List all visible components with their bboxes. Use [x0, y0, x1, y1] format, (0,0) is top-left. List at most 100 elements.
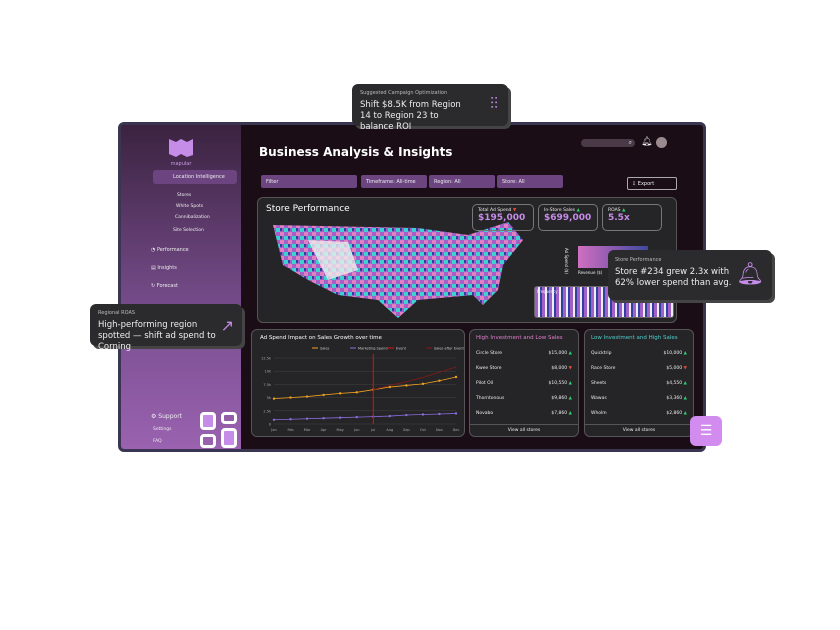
- x-tick-label: Jul: [370, 428, 375, 432]
- sidebar-item-stores[interactable]: Stores: [177, 193, 192, 198]
- trend-up-icon: ▲: [568, 351, 572, 356]
- store-performance-panel: Store Performance Total Ad Spend ▼ $195,0…: [257, 197, 677, 323]
- store-row[interactable]: Race Store $5,000 ▼: [591, 361, 687, 376]
- data-point: [388, 385, 392, 389]
- store-value: $9,860: [551, 396, 568, 401]
- trend-up-icon: ▲: [621, 208, 626, 213]
- notifications-bell-icon[interactable]: 🔔︎: [641, 137, 653, 147]
- kpi-roas: ROAS ▲ 5.5x: [602, 204, 662, 231]
- data-point: [454, 375, 458, 379]
- y-tick-label: 10k: [265, 370, 272, 374]
- store-value: $7,860: [551, 411, 568, 416]
- store-name: Quicktrip: [591, 351, 612, 356]
- sidebar-item-settings[interactable]: Settings: [153, 427, 172, 432]
- x-tick-label: Apr: [321, 428, 328, 432]
- sidebar-item-cannibalization[interactable]: Cannibalization: [175, 215, 210, 220]
- region-dropdown[interactable]: Region: All: [429, 175, 495, 188]
- view-all-stores-button[interactable]: View all stores: [470, 424, 578, 436]
- data-point: [272, 397, 276, 400]
- trend-down-icon: ▼: [568, 366, 572, 371]
- search-icon: ⌕: [628, 139, 632, 146]
- x-tick-label: Nov: [436, 428, 443, 432]
- legend-label: Sales after Event: [434, 347, 464, 351]
- page-title: Business Analysis & Insights: [259, 145, 453, 159]
- y-tick-label: 5k: [267, 396, 272, 400]
- store-row[interactable]: Wholm $2,860 ▲: [591, 406, 687, 421]
- us-map[interactable]: [268, 220, 528, 320]
- data-point: [438, 412, 441, 416]
- sidebar-item-performance[interactable]: ◔ Performance: [151, 247, 189, 253]
- store-row[interactable]: Quicktrip $10,000 ▲: [591, 346, 687, 361]
- sidebar-item-location-intelligence[interactable]: Location Intelligence: [153, 170, 237, 184]
- trend-up-icon: ▲: [683, 381, 687, 386]
- store-name: Wholm: [591, 411, 607, 416]
- high-investment-panel: High Investment and Low Sales Circle Sto…: [469, 329, 579, 437]
- y-tick-label: 0: [269, 423, 271, 427]
- legend-label: Marketing Spend: [358, 347, 388, 351]
- data-point: [355, 391, 358, 394]
- data-point: [289, 418, 292, 421]
- x-tick-label: Mar: [304, 428, 311, 432]
- y-tick-label: 7.5k: [263, 383, 272, 387]
- bell-icon: 🔔︎: [736, 262, 764, 287]
- sidebar-item-site-selection[interactable]: Site Selection: [173, 228, 204, 233]
- store-name: Sheets: [591, 381, 607, 386]
- store-dropdown[interactable]: Store: All: [497, 175, 563, 188]
- filter-dropdown[interactable]: Filter: [261, 175, 357, 188]
- store-name: Kwee Store: [476, 366, 502, 371]
- x-tick-label: Feb: [287, 428, 294, 432]
- campaign-optimization-card: Suggested Campaign Optimization Shift $8…: [352, 84, 508, 132]
- x-tick-label: Aug: [386, 428, 393, 432]
- x-tick-label: May: [337, 428, 344, 432]
- data-point: [405, 413, 408, 417]
- search-input[interactable]: ⌕: [581, 139, 635, 147]
- data-point: [289, 396, 292, 399]
- line-chart: 0 2.5k 5k 7.5k 10k 12.5k Jan Feb Mar Apr May Jun Jul…: [261, 347, 464, 433]
- trend-up-icon: ▲: [683, 411, 687, 416]
- kpi-total-ad-spend: Total Ad Spend ▼ $195,000: [472, 204, 534, 231]
- data-point: [355, 415, 358, 419]
- store-name: Pilot Oil: [476, 381, 494, 386]
- timeframe-dropdown[interactable]: Timeframe: All-time: [361, 175, 427, 188]
- store-value: $10,550: [548, 381, 568, 386]
- sidebar-item-support[interactable]: ⚙ Support: [151, 413, 183, 420]
- arrow-up-right-icon: ↗: [220, 316, 234, 335]
- ad-spend-chart-panel: Ad Spend Impact on Sales Growth over tim…: [251, 329, 465, 437]
- panel-title: High Investment and Low Sales: [476, 335, 563, 341]
- store-row[interactable]: Circle Store $15,000 ▲: [476, 346, 572, 361]
- sidebar-item-forecast[interactable]: ↻ Forecast: [151, 283, 178, 289]
- trend-up-icon: ▲: [576, 208, 581, 213]
- store-value: $2,860: [666, 411, 683, 416]
- legend-label: Sales: [320, 347, 329, 351]
- avatar[interactable]: [656, 137, 667, 148]
- store-row[interactable]: Novabo $7,860 ▲: [476, 406, 572, 421]
- store-row[interactable]: Wawas $3,360 ▲: [591, 391, 687, 406]
- kpi-in-store-sales: In-Store Sales ▲ $699,000: [538, 204, 598, 231]
- store-row[interactable]: Kwee Store $8,000 ▼: [476, 361, 572, 376]
- view-all-stores-button[interactable]: View all stores: [585, 424, 693, 436]
- export-button[interactable]: ⇩ Export: [627, 177, 677, 190]
- store-name: Race Store: [591, 366, 616, 371]
- store-row[interactable]: Sheets $4,550 ▲: [591, 376, 687, 391]
- sidebar-item-insights[interactable]: ▤ Insights: [151, 265, 177, 271]
- gauge-icon: ◔: [151, 247, 157, 253]
- gear-icon: ⚙: [151, 413, 159, 420]
- low-investment-panel: Low Investment and High Sales Quicktrip $…: [584, 329, 694, 437]
- sidebar: mapular Location Intelligence Stores Whi…: [121, 125, 241, 449]
- data-point: [322, 416, 325, 420]
- layout-grid-icon[interactable]: [200, 412, 240, 450]
- trend-up-icon: ▲: [568, 396, 572, 401]
- regional-roas-card: Regional ROAS High-performing region spo…: [90, 304, 242, 352]
- trend-down-icon: ▼: [512, 208, 517, 213]
- store-name: Circle Store: [476, 351, 502, 356]
- x-tick-label: Sep: [403, 428, 410, 432]
- y-tick-label: 12.5k: [261, 357, 272, 361]
- store-row[interactable]: Pilot Oil $10,550 ▲: [476, 376, 572, 391]
- sidebar-item-white-spots[interactable]: White Spots: [176, 204, 204, 209]
- store-row[interactable]: Thorntonous $9,860 ▲: [476, 391, 572, 406]
- data-point: [438, 379, 441, 382]
- x-tick-label: Oct: [420, 428, 427, 432]
- sidebar-item-faq[interactable]: FAQ: [153, 439, 162, 444]
- database-icon[interactable]: ☰: [690, 416, 722, 446]
- store-value: $4,550: [666, 381, 683, 386]
